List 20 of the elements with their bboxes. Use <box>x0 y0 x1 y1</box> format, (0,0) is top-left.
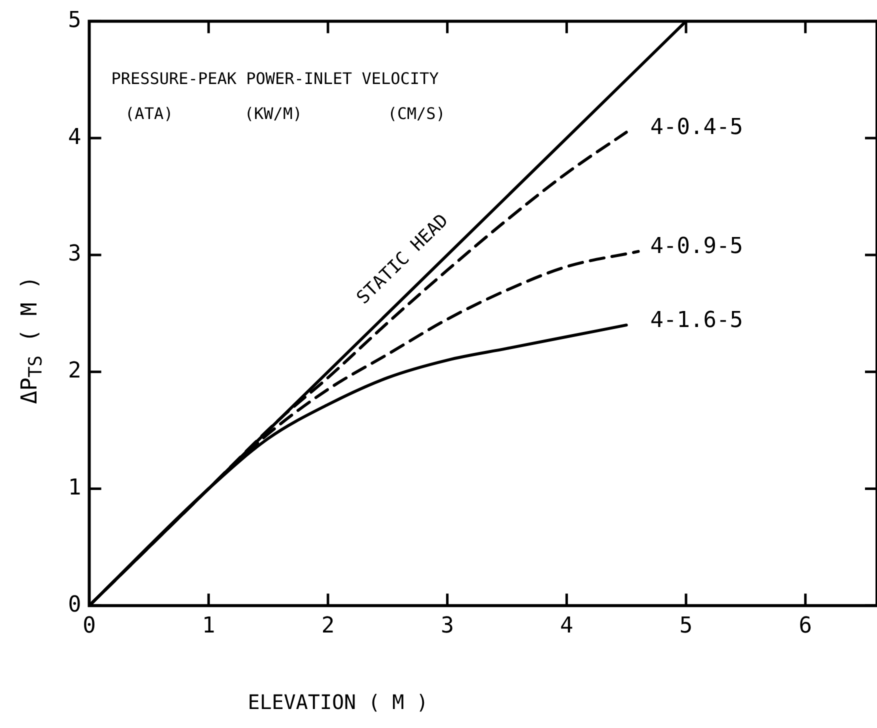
series-label: 4-0.4-5 <box>650 114 743 140</box>
x-tick-label: 5 <box>679 614 693 639</box>
series-label: 4-0.9-5 <box>650 234 743 260</box>
annotation: (KW/M) <box>244 104 302 123</box>
series-label: 4-1.6-5 <box>650 308 743 333</box>
x-tick-label: 1 <box>202 614 216 639</box>
y-tick-label: 5 <box>68 8 82 33</box>
annotation: (CM/S) <box>388 104 446 123</box>
y-tick-label: 3 <box>68 242 82 267</box>
x-tick-label: 6 <box>798 614 812 639</box>
y-tick-label: 0 <box>68 592 82 618</box>
x-tick-label: 3 <box>440 614 454 639</box>
y-tick-label: 4 <box>68 124 82 150</box>
annotation: PRESSURE-PEAK POWER-INLET VELOCITY <box>111 68 440 88</box>
x-axis-title: ELEVATION ( M ) <box>248 690 428 714</box>
annotation: (ATA) <box>125 104 174 123</box>
y-tick-label: 1 <box>68 475 82 500</box>
x-tick-label: 2 <box>321 614 335 639</box>
x-tick-label: 4 <box>560 614 574 639</box>
y-tick-label: 2 <box>68 358 82 384</box>
